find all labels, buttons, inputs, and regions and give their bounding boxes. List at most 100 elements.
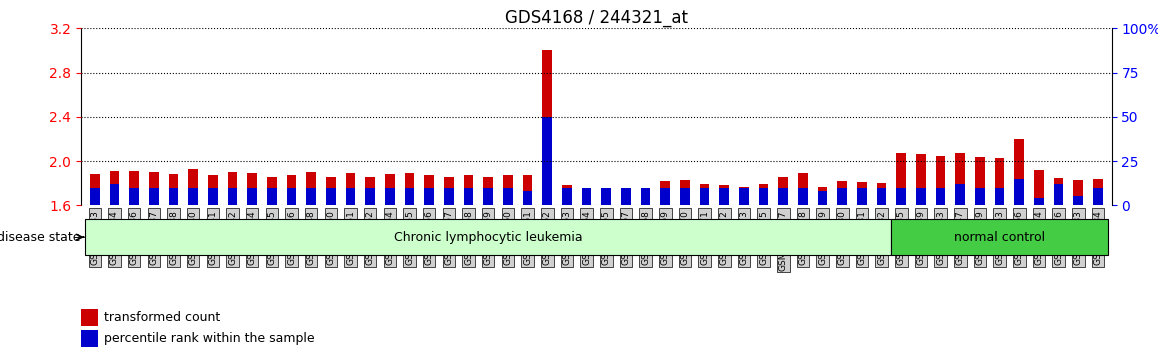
Bar — [837, 181, 848, 205]
Text: percentile rank within the sample: percentile rank within the sample — [104, 332, 315, 345]
Bar — [306, 188, 316, 205]
Bar — [169, 175, 178, 205]
Bar — [463, 188, 474, 205]
Bar — [149, 172, 159, 205]
Bar — [896, 153, 907, 205]
Bar — [542, 51, 552, 205]
Bar — [503, 188, 513, 205]
Bar — [758, 184, 769, 205]
Bar — [365, 177, 375, 205]
Bar — [699, 184, 710, 205]
Bar — [130, 171, 139, 205]
Bar — [758, 188, 769, 205]
Bar — [699, 188, 710, 205]
Bar — [208, 176, 218, 205]
Bar — [601, 188, 611, 205]
Bar — [81, 330, 98, 347]
Bar — [719, 188, 730, 205]
Bar — [345, 173, 356, 205]
Bar — [483, 188, 493, 205]
Bar — [1093, 188, 1102, 205]
Bar — [542, 117, 552, 205]
Bar — [719, 185, 730, 205]
Bar — [837, 188, 848, 205]
Bar — [621, 191, 631, 205]
Bar — [798, 188, 808, 205]
Bar — [228, 188, 237, 205]
Bar — [189, 169, 198, 205]
Bar — [818, 187, 828, 205]
Bar — [739, 188, 749, 205]
Bar — [130, 188, 139, 205]
Text: Chronic lymphocytic leukemia: Chronic lymphocytic leukemia — [394, 231, 582, 244]
Bar — [325, 188, 336, 205]
Text: normal control: normal control — [954, 231, 1046, 244]
Bar — [365, 188, 375, 205]
Bar — [916, 154, 925, 205]
Bar — [90, 188, 100, 205]
Bar — [1014, 139, 1024, 205]
Bar — [877, 183, 887, 205]
Bar — [522, 176, 533, 205]
Bar — [739, 187, 749, 205]
Bar — [522, 191, 533, 205]
Bar — [640, 192, 651, 205]
Bar — [936, 155, 945, 205]
Bar — [325, 177, 336, 205]
Bar — [877, 188, 887, 205]
Bar — [267, 188, 277, 205]
Bar — [444, 177, 454, 205]
Bar — [818, 191, 828, 205]
Text: disease state: disease state — [0, 231, 81, 244]
Bar — [463, 176, 474, 205]
Bar — [248, 173, 257, 205]
Bar — [660, 188, 670, 205]
Bar — [248, 188, 257, 205]
Bar — [189, 188, 198, 205]
Bar — [680, 188, 690, 205]
Bar — [955, 184, 965, 205]
Bar — [562, 188, 572, 205]
FancyBboxPatch shape — [85, 219, 892, 255]
Bar — [975, 188, 984, 205]
Bar — [169, 188, 178, 205]
Bar — [798, 173, 808, 205]
Bar — [81, 309, 98, 326]
Bar — [483, 177, 493, 205]
Bar — [1073, 180, 1083, 205]
Bar — [778, 177, 789, 205]
Bar — [110, 184, 119, 205]
Bar — [267, 177, 277, 205]
Bar — [149, 188, 159, 205]
Bar — [110, 171, 119, 205]
Bar — [562, 185, 572, 205]
Bar — [1014, 179, 1024, 205]
Title: GDS4168 / 244321_at: GDS4168 / 244321_at — [505, 9, 688, 27]
Bar — [1034, 170, 1043, 205]
Bar — [660, 181, 670, 205]
Bar — [286, 188, 296, 205]
Bar — [1054, 184, 1063, 205]
Bar — [208, 188, 218, 205]
Bar — [1093, 179, 1102, 205]
Bar — [640, 188, 651, 205]
Bar — [306, 172, 316, 205]
Bar — [1073, 196, 1083, 205]
Bar — [286, 176, 296, 205]
Bar — [778, 188, 789, 205]
Bar — [404, 173, 415, 205]
Bar — [680, 180, 690, 205]
Bar — [1054, 178, 1063, 205]
Bar — [857, 182, 867, 205]
Bar — [90, 175, 100, 205]
Bar — [384, 188, 395, 205]
Bar — [857, 188, 867, 205]
Bar — [424, 188, 434, 205]
Bar — [936, 188, 945, 205]
Bar — [955, 153, 965, 205]
Bar — [228, 172, 237, 205]
Bar — [1034, 198, 1043, 205]
Bar — [404, 188, 415, 205]
Text: transformed count: transformed count — [104, 311, 220, 324]
Bar — [995, 158, 1004, 205]
